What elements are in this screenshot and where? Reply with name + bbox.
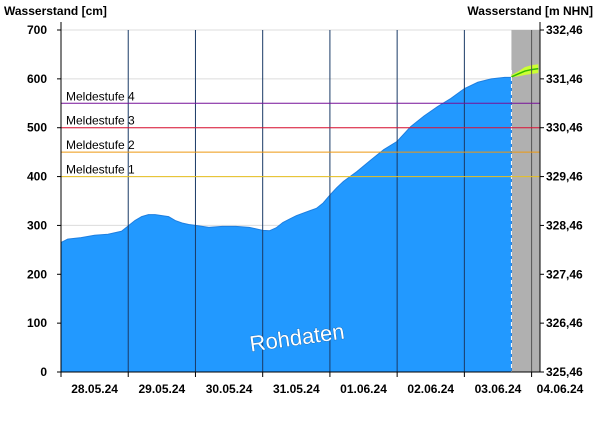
measured-area — [60, 76, 512, 373]
left-axis-title: Wasserstand [cm] — [4, 4, 107, 18]
left-tick-label: 100 — [27, 316, 47, 330]
x-date-label: 03.06.24 — [475, 382, 522, 396]
left-tick-label: 400 — [27, 170, 47, 184]
x-date-label: 30.05.24 — [206, 382, 253, 396]
left-tick-label: 600 — [27, 72, 47, 86]
forecast-zone — [511, 30, 540, 372]
reference-level-label: Meldestufe 4 — [66, 89, 135, 103]
x-date-label: 31.05.24 — [273, 382, 320, 396]
right-tick-label: 327,46 — [546, 267, 583, 281]
reference-level-label: Meldestufe 3 — [66, 114, 135, 128]
right-tick-label: 332,46 — [546, 23, 583, 37]
right-tick-label: 325,46 — [546, 365, 583, 379]
x-date-label: 04.06.24 — [537, 382, 584, 396]
reference-level-label: Meldestufe 2 — [66, 138, 135, 152]
x-date-label: 29.05.24 — [138, 382, 185, 396]
x-date-label: 01.06.24 — [340, 382, 387, 396]
left-tick-label: 0 — [40, 365, 47, 379]
series-layer — [60, 30, 540, 373]
left-tick-label: 700 — [27, 23, 47, 37]
left-tick-label: 200 — [27, 267, 47, 281]
right-axis-title: Wasserstand [m NHN] — [467, 4, 593, 18]
x-date-label: 28.05.24 — [71, 382, 118, 396]
right-tick-label: 328,46 — [546, 218, 583, 232]
right-tick-label: 330,46 — [546, 121, 583, 135]
forecast-line — [511, 67, 539, 78]
axes: 0 100 200 300 400 500 600 700 325,46 326,46 327,46… — [27, 22, 584, 396]
x-date-label: 02.06.24 — [407, 382, 454, 396]
left-tick-label: 500 — [27, 121, 47, 135]
reference-levels: Meldestufe 1 Meldestufe 2 Meldestufe 3 Meld… — [61, 89, 540, 178]
left-tick-label: 300 — [27, 218, 47, 232]
right-tick-label: 331,46 — [546, 72, 583, 86]
reference-level-label: Meldestufe 1 — [66, 163, 135, 177]
right-tick-label: 329,46 — [546, 170, 583, 184]
right-tick-label: 326,46 — [546, 316, 583, 330]
